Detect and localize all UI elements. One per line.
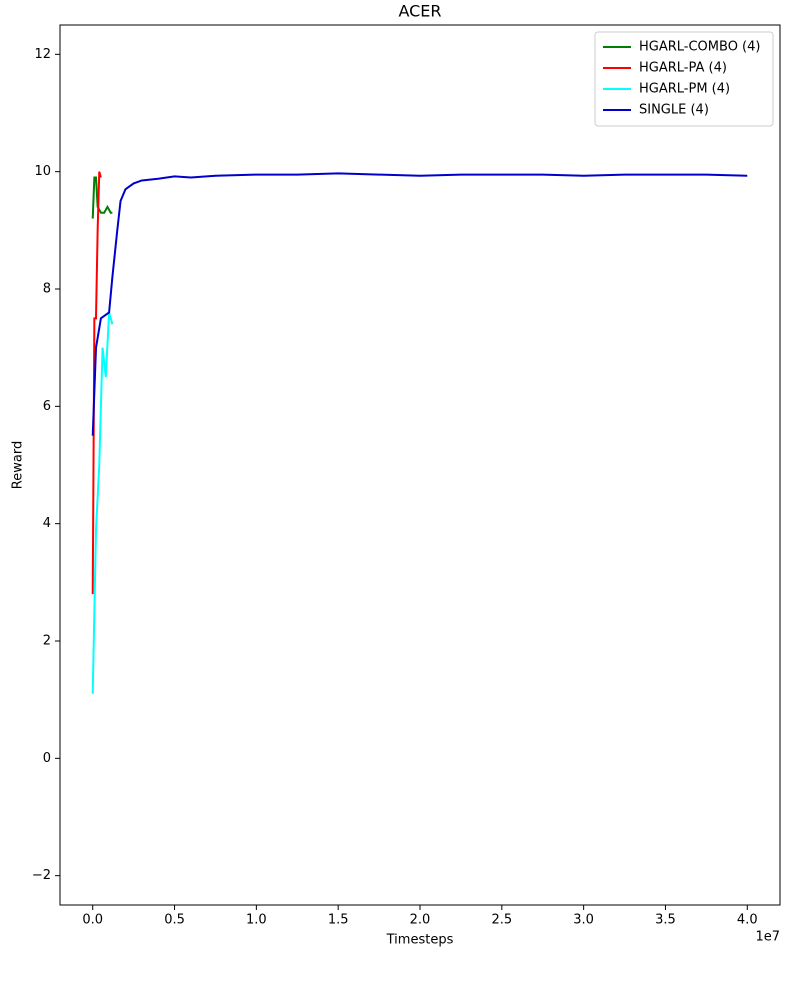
y-tick-label: 6 bbox=[43, 399, 51, 414]
y-axis-label: Reward bbox=[11, 441, 26, 489]
series-line bbox=[91, 312, 114, 694]
y-tick-label: 0 bbox=[43, 751, 51, 766]
x-tick-label: 2.0 bbox=[410, 913, 431, 928]
y-tick-label: 10 bbox=[34, 164, 51, 179]
y-tick-label: 2 bbox=[43, 634, 51, 649]
x-tick-label: 1.5 bbox=[328, 913, 349, 928]
x-axis-label: Timesteps bbox=[386, 933, 454, 948]
chart-title: ACER bbox=[398, 2, 441, 21]
y-tick-label: −2 bbox=[32, 868, 51, 883]
y-tick-label: 12 bbox=[34, 47, 51, 62]
x-tick-label: 0.5 bbox=[164, 913, 185, 928]
legend-label: HGARL-PM (4) bbox=[639, 82, 730, 97]
y-tick-label: 8 bbox=[43, 282, 51, 297]
legend-label: HGARL-PA (4) bbox=[639, 61, 727, 76]
legend-box bbox=[594, 31, 774, 127]
x-tick-label: 4.0 bbox=[737, 913, 758, 928]
x-tick-label: 3.5 bbox=[655, 913, 676, 928]
series-line bbox=[91, 171, 102, 595]
series-line bbox=[91, 172, 748, 436]
series-line bbox=[91, 176, 113, 219]
x-tick-label: 1.0 bbox=[246, 913, 267, 928]
legend-label: HGARL-COMBO (4) bbox=[639, 40, 760, 55]
x-tick-label: 0.0 bbox=[82, 913, 103, 928]
y-tick-label: 4 bbox=[43, 516, 51, 531]
x-tick-label: 3.0 bbox=[573, 913, 594, 928]
x-offset-label: 1e7 bbox=[755, 930, 780, 945]
plot-frame bbox=[59, 24, 781, 906]
x-tick-label: 2.5 bbox=[491, 913, 512, 928]
legend-label: SINGLE (4) bbox=[639, 103, 709, 118]
